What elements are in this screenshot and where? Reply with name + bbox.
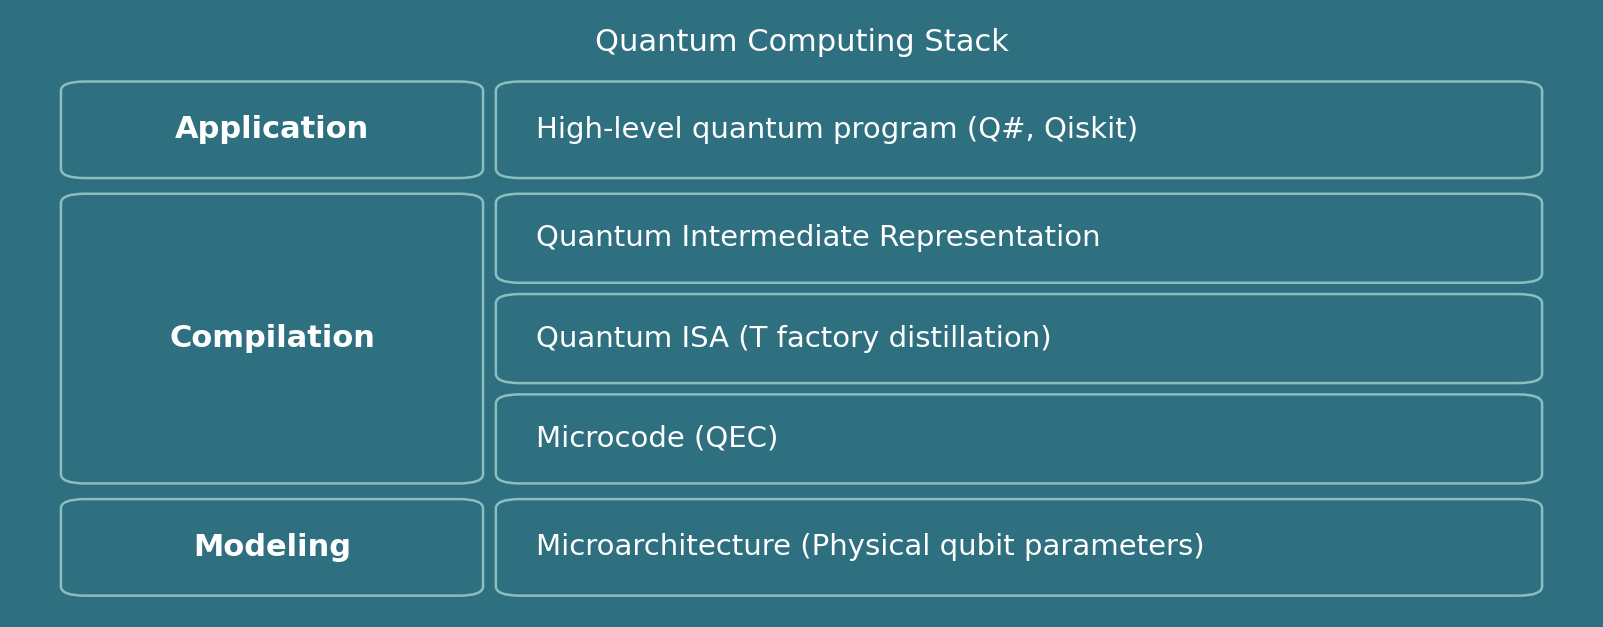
Text: Quantum ISA (T factory distillation): Quantum ISA (T factory distillation) bbox=[535, 325, 1052, 352]
FancyBboxPatch shape bbox=[495, 499, 1542, 596]
Text: High-level quantum program (Q#, Qiskit): High-level quantum program (Q#, Qiskit) bbox=[535, 116, 1138, 144]
Text: Compilation: Compilation bbox=[168, 324, 375, 353]
FancyBboxPatch shape bbox=[61, 82, 483, 178]
Text: Application: Application bbox=[175, 115, 369, 144]
FancyBboxPatch shape bbox=[61, 194, 483, 483]
FancyBboxPatch shape bbox=[61, 499, 483, 596]
Text: Quantum Computing Stack: Quantum Computing Stack bbox=[595, 28, 1008, 57]
FancyBboxPatch shape bbox=[495, 82, 1542, 178]
Text: Quantum Intermediate Representation: Quantum Intermediate Representation bbox=[535, 224, 1101, 252]
FancyBboxPatch shape bbox=[495, 194, 1542, 283]
FancyBboxPatch shape bbox=[495, 294, 1542, 383]
Text: Microarchitecture (Physical qubit parameters): Microarchitecture (Physical qubit parame… bbox=[535, 534, 1204, 561]
Text: Modeling: Modeling bbox=[192, 533, 351, 562]
Text: Microcode (QEC): Microcode (QEC) bbox=[535, 425, 779, 453]
FancyBboxPatch shape bbox=[495, 394, 1542, 483]
